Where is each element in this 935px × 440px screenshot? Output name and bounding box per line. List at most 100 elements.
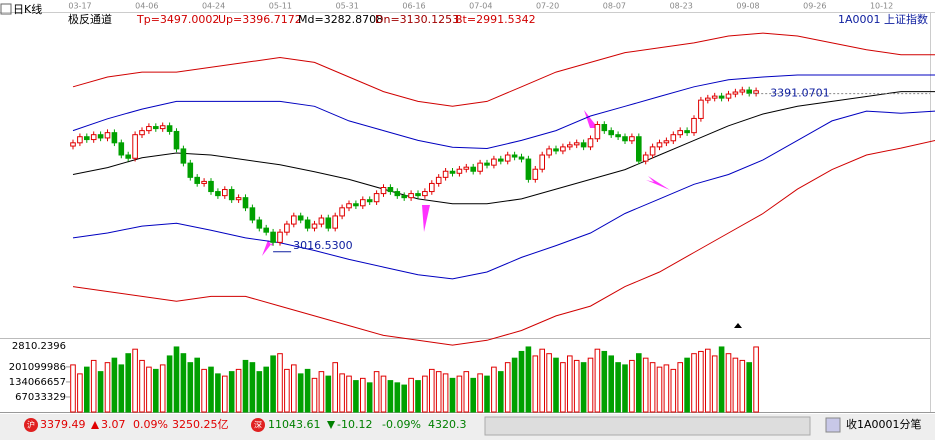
candle-body bbox=[360, 199, 366, 207]
candle-body bbox=[670, 134, 677, 142]
indicator-value: Up=3396.7172 bbox=[218, 13, 302, 26]
candle-body bbox=[380, 187, 387, 195]
candle-body bbox=[291, 215, 297, 225]
candle-body bbox=[573, 142, 580, 146]
candle-body bbox=[139, 130, 145, 136]
volume-bar bbox=[567, 355, 573, 413]
volume-bar bbox=[111, 357, 118, 413]
date-label: 05-31 bbox=[336, 2, 359, 11]
volume-bar bbox=[353, 380, 359, 413]
volume-bar bbox=[270, 355, 276, 413]
volume-bar bbox=[277, 353, 283, 413]
candle-body bbox=[173, 130, 180, 150]
candle-body bbox=[725, 93, 732, 99]
sh-pct: 0.09% bbox=[133, 418, 168, 431]
candle-body bbox=[449, 170, 456, 174]
volume-bar bbox=[249, 362, 256, 413]
candle-body bbox=[539, 154, 546, 170]
volume-bar bbox=[470, 377, 476, 413]
up-arrow bbox=[91, 421, 99, 429]
tick-label[interactable]: 收1A0001分笔 bbox=[846, 417, 922, 431]
volume-bar bbox=[422, 375, 428, 413]
volume-bar bbox=[401, 384, 407, 413]
candle-body bbox=[587, 138, 594, 148]
volume-bar bbox=[297, 373, 304, 413]
candle-body bbox=[649, 146, 656, 156]
candle-body bbox=[187, 162, 194, 178]
candle-body bbox=[104, 132, 111, 139]
volume-bar bbox=[442, 373, 449, 413]
tab-icon bbox=[0, 3, 12, 15]
volume-bar bbox=[394, 382, 401, 413]
volume-bar bbox=[332, 362, 338, 413]
sz-change: -10.12 bbox=[337, 418, 372, 431]
volume-bar bbox=[139, 359, 145, 413]
volume-bar bbox=[118, 364, 125, 413]
sz-icon-label: 深 bbox=[254, 421, 262, 430]
date-label: 07-04 bbox=[469, 2, 492, 11]
candle-body bbox=[180, 148, 187, 164]
candle-body bbox=[477, 162, 483, 172]
candle-body bbox=[629, 136, 635, 142]
candle-body bbox=[642, 154, 649, 162]
sz-price: 11043.61 bbox=[268, 418, 321, 431]
volume-bar bbox=[387, 380, 394, 413]
channel-line bbox=[72, 139, 935, 346]
candle-body bbox=[567, 144, 573, 148]
candle-body bbox=[242, 197, 249, 209]
volume-bar bbox=[435, 371, 442, 413]
candle-body bbox=[518, 156, 525, 160]
candle-body bbox=[84, 136, 90, 141]
candle-body bbox=[373, 193, 380, 203]
candle-body bbox=[401, 195, 407, 199]
candle-body bbox=[277, 231, 283, 243]
indicator-value: Tp=3497.0002 bbox=[136, 13, 219, 26]
volume-bar bbox=[449, 377, 456, 413]
candle-body bbox=[504, 154, 511, 162]
status-field bbox=[484, 416, 811, 436]
volume-bar bbox=[732, 357, 739, 413]
volume-bar bbox=[698, 350, 704, 413]
volume-bar bbox=[201, 368, 207, 413]
volume-bar bbox=[518, 350, 525, 413]
volume-bar bbox=[194, 357, 200, 413]
candle-body bbox=[387, 187, 394, 193]
volume-bar bbox=[153, 368, 159, 413]
candle-body bbox=[746, 89, 753, 94]
volume-bar bbox=[511, 357, 518, 413]
channel-line bbox=[72, 32, 935, 107]
candle-body bbox=[732, 91, 739, 95]
volume-bar bbox=[263, 366, 269, 413]
volume-bar bbox=[532, 355, 539, 413]
candle-body bbox=[408, 193, 414, 199]
volume-tick-label: 134066657 bbox=[9, 377, 66, 388]
candle-body bbox=[525, 158, 532, 180]
candle-body bbox=[553, 148, 559, 152]
candle-body bbox=[166, 125, 173, 132]
candle-body bbox=[284, 223, 290, 233]
volume-bar bbox=[608, 355, 615, 413]
volume-bar bbox=[97, 371, 104, 413]
volume-bar bbox=[173, 346, 180, 413]
volume-bar bbox=[546, 353, 552, 413]
chart-title: 极反通道 bbox=[68, 12, 112, 26]
candle-body bbox=[435, 176, 442, 184]
candle-body bbox=[297, 215, 304, 221]
volume-bar bbox=[166, 355, 173, 413]
date-label: 09-08 bbox=[736, 2, 759, 11]
volume-bar bbox=[463, 371, 470, 413]
volume-bar bbox=[642, 357, 649, 413]
volume-bar bbox=[663, 364, 670, 413]
date-label: 05-11 bbox=[269, 2, 292, 11]
candle-body bbox=[546, 148, 552, 156]
candle-body bbox=[118, 142, 125, 156]
candle-body bbox=[332, 215, 338, 229]
volume-bar bbox=[222, 375, 228, 413]
sz-icon bbox=[251, 418, 265, 432]
candle-body bbox=[580, 142, 587, 148]
tick-icon[interactable] bbox=[825, 417, 841, 433]
date-label: 08-07 bbox=[603, 2, 626, 11]
volume-bar bbox=[636, 353, 642, 413]
